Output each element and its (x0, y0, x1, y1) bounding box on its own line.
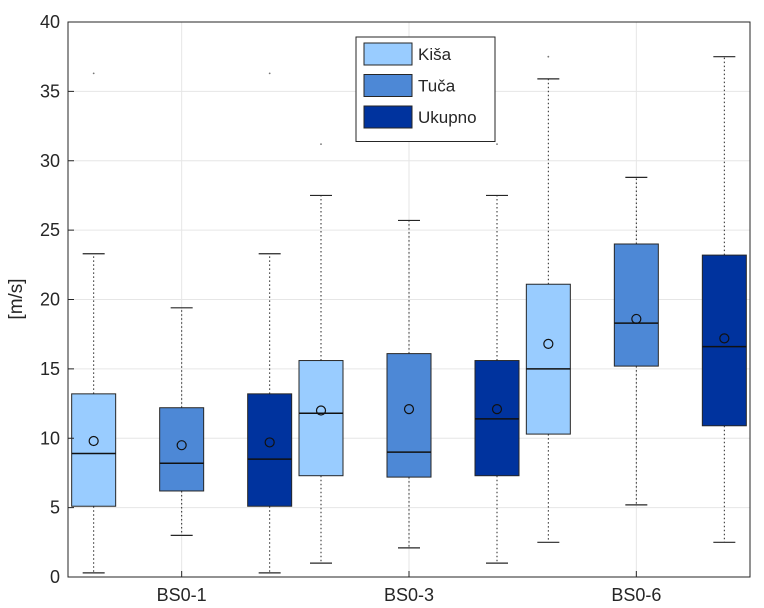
mean-marker (719, 333, 730, 344)
box-iqr (247, 393, 293, 507)
mean-marker (403, 404, 415, 415)
box-bs0-6-1 (613, 176, 659, 506)
legend-swatch (363, 105, 413, 129)
y-tick-label: 40 (40, 12, 60, 32)
x-tick-label: BS0-6 (611, 585, 661, 605)
x-tick-label: BS0-3 (384, 585, 434, 605)
y-tick-label: 0 (50, 567, 60, 587)
outlier-point (496, 143, 498, 146)
mean-marker (176, 440, 187, 451)
y-tick-label: 10 (40, 428, 60, 448)
box-bs0-1-1 (159, 307, 205, 536)
y-tick-label: 20 (40, 290, 60, 310)
outlier-point (320, 143, 322, 146)
legend-label: Kiša (418, 45, 452, 64)
box-bs0-1-0 (71, 72, 117, 574)
legend: Kiša Tuča Ukupno (355, 36, 496, 142)
outlier-point (268, 72, 271, 75)
box-iqr (613, 243, 659, 367)
box-iqr (298, 360, 344, 477)
box-iqr (701, 254, 747, 427)
box-bs0-3-1 (386, 219, 432, 549)
y-tick-label: 35 (40, 81, 60, 101)
box-iqr (525, 283, 571, 435)
box-bs0-3-2 (474, 143, 520, 564)
legend-label: Tuča (418, 77, 456, 96)
axis-ticks: 0 5 10 15 20 25 30 35 40 BS0-1 BS0-3 BS0-6 (40, 12, 661, 605)
box-bs0-3-0 (298, 143, 344, 564)
y-tick-label: 5 (50, 498, 60, 518)
y-tick-label: 30 (40, 151, 60, 171)
box-bs0-6-0 (525, 55, 571, 543)
box-iqr (386, 353, 432, 478)
mean-marker (315, 405, 327, 416)
legend-swatch (363, 42, 413, 66)
y-axis-label: [m/s] (6, 278, 27, 319)
y-tick-label: 25 (40, 220, 60, 240)
x-tick-label: BS0-1 (157, 585, 207, 605)
mean-marker (543, 338, 554, 349)
mean-marker (631, 313, 642, 325)
outlier-point (547, 55, 550, 58)
legend-swatch (363, 74, 413, 97)
y-tick-label: 15 (40, 359, 60, 379)
plot-area (71, 55, 747, 574)
mean-marker (491, 404, 503, 415)
mean-marker (264, 437, 275, 448)
legend-label: Ukupno (418, 108, 477, 127)
mean-marker (88, 435, 99, 447)
box-iqr (71, 393, 117, 507)
box-bs0-1-2 (247, 72, 293, 574)
outlier-point (92, 72, 95, 75)
box-bs0-6-2 (701, 56, 747, 543)
